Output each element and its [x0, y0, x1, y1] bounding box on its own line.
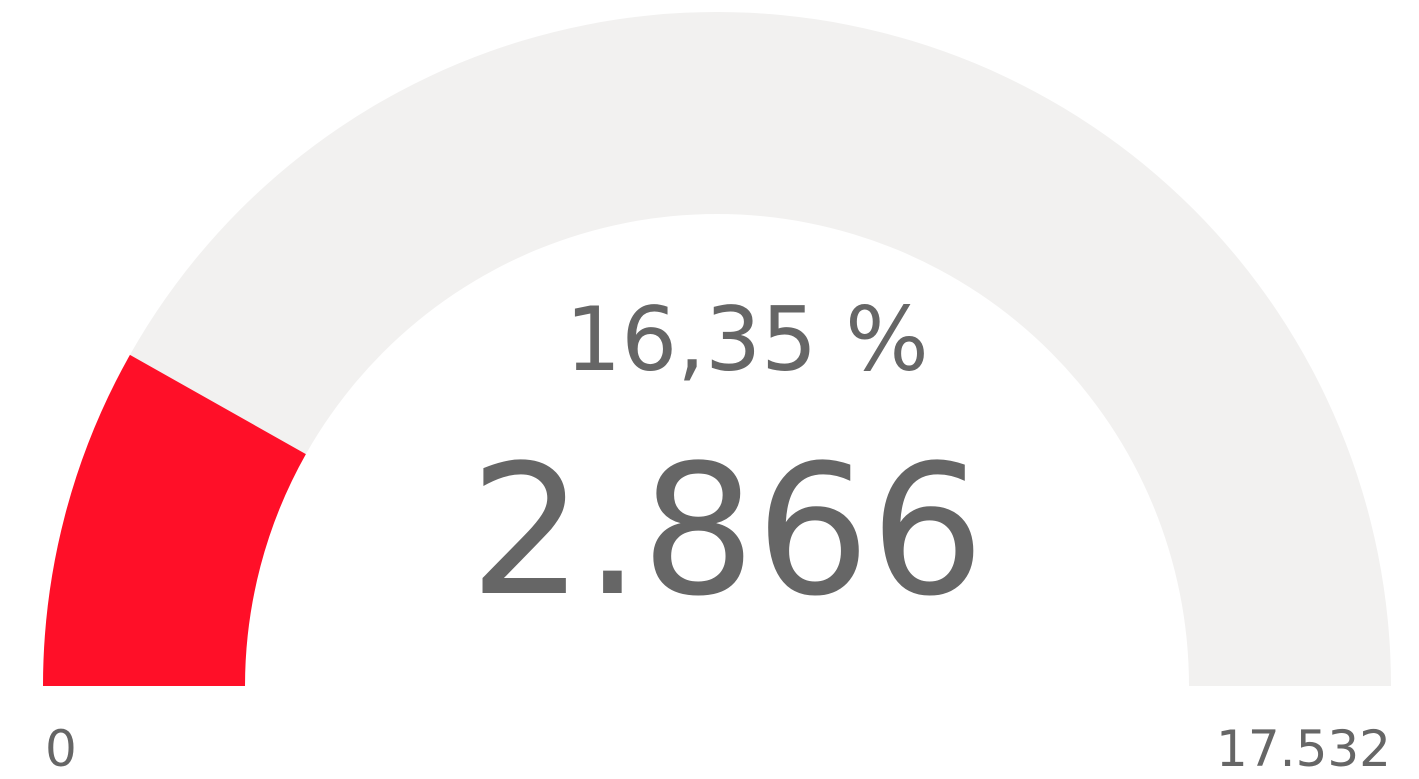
value-label: 2.866	[469, 427, 984, 636]
gauge-range-label: 17.532	[1216, 720, 1391, 778]
gauge-range-label: 0	[45, 720, 77, 778]
percent-label: 16,35 %	[565, 288, 929, 391]
gauge-track	[43, 12, 1391, 686]
gauge-value-arc	[43, 354, 306, 686]
